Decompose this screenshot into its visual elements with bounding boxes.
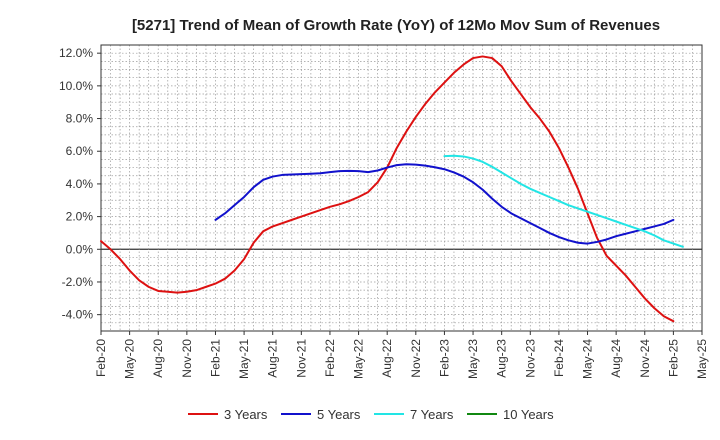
plot-frame — [100, 44, 703, 332]
series-line-7-years — [443, 154, 684, 248]
x-tick-label: Aug-21 — [266, 339, 280, 378]
x-tick-label: May-25 — [695, 339, 709, 379]
x-tick-label: Feb-21 — [208, 339, 222, 377]
y-tick-label: 4.0% — [66, 177, 94, 191]
x-tick-label: May-24 — [581, 339, 595, 379]
y-tick-label: 8.0% — [66, 112, 94, 126]
y-tick-label: -4.0% — [62, 308, 94, 322]
x-tick-label: Feb-25 — [666, 339, 680, 377]
series-line-5-years — [214, 163, 675, 245]
x-tick-label: Nov-24 — [638, 339, 652, 378]
series-lines — [100, 55, 684, 323]
x-tick-label: Nov-22 — [409, 339, 423, 378]
legend-label-5-years: 5 Years — [317, 407, 361, 422]
x-tick-label: Aug-22 — [380, 339, 394, 378]
axes: -4.0% -2.0% 0.0% 2.0% 4.0% 6.0% 8.0% 10.0% 12.0%… — [59, 44, 709, 379]
y-tick-label: 0.0% — [66, 242, 94, 256]
plot-area — [101, 45, 702, 331]
y-tick-label: -2.0% — [62, 275, 94, 289]
x-tick-label: May-21 — [237, 339, 251, 379]
y-tick-label: 12.0% — [59, 46, 93, 60]
x-tick-label: May-23 — [466, 339, 480, 379]
x-tick-label: Feb-24 — [552, 339, 566, 377]
legend-label-7-years: 7 Years — [410, 407, 454, 422]
y-tick-label: 2.0% — [66, 210, 94, 224]
x-tick-label: Nov-20 — [180, 339, 194, 378]
x-tick-label: Aug-23 — [495, 339, 509, 378]
grid — [100, 44, 703, 332]
x-tick-label: May-20 — [123, 339, 137, 379]
x-tick-label: Nov-21 — [294, 339, 308, 378]
x-tick-label: Nov-23 — [523, 339, 537, 378]
x-tick-label: Aug-24 — [609, 339, 623, 378]
y-tick-label: 10.0% — [59, 79, 93, 93]
legend-label-3-years: 3 Years — [224, 407, 268, 422]
x-tick-label: Feb-20 — [94, 339, 108, 377]
x-tick-label: May-22 — [352, 339, 366, 379]
legend: 3 Years 5 Years 7 Years 10 Years — [188, 407, 554, 422]
x-tick-label: Aug-20 — [151, 339, 165, 378]
chart-title: [5271] Trend of Mean of Growth Rate (YoY… — [132, 17, 660, 34]
y-tick-label: 6.0% — [66, 144, 94, 158]
x-tick-label: Feb-22 — [323, 339, 337, 377]
legend-label-10-years: 10 Years — [503, 407, 554, 422]
x-tick-label: Feb-23 — [437, 339, 451, 377]
